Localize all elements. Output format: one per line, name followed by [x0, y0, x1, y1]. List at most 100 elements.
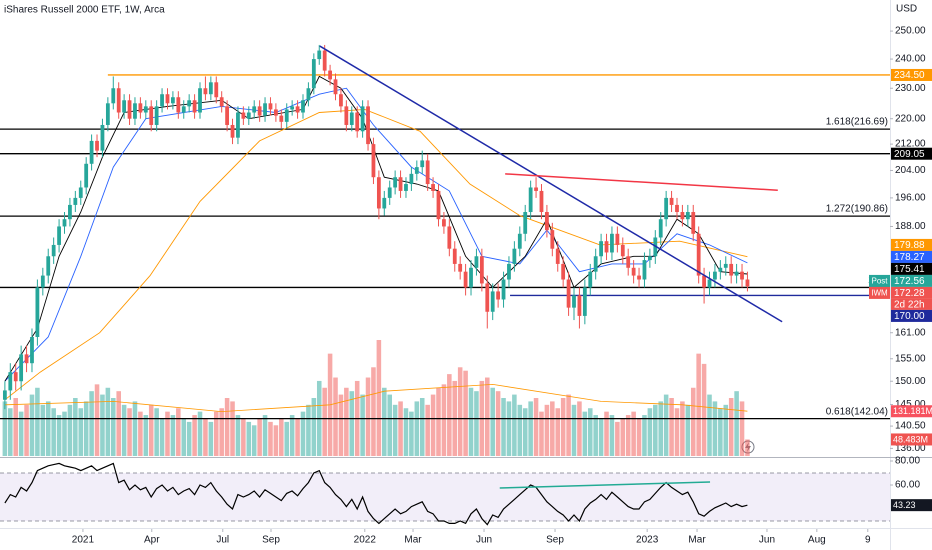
candle-body — [610, 233, 614, 253]
candle-body — [420, 160, 425, 168]
candle-body — [582, 287, 587, 316]
candle-body — [637, 275, 641, 280]
candle-body — [246, 112, 251, 119]
candle-body — [398, 177, 403, 191]
volume-bar — [582, 411, 588, 456]
candle-body — [452, 248, 457, 264]
tag-value: 172.56 — [894, 276, 925, 287]
candle-body — [339, 94, 343, 107]
candle-body — [252, 106, 257, 113]
volume-bar — [653, 404, 658, 456]
candle-body — [485, 283, 490, 312]
volume-bar — [289, 415, 295, 456]
candle-body — [273, 109, 278, 116]
volume-bar — [170, 415, 176, 456]
volume-bar — [138, 411, 143, 456]
volume-bar — [176, 408, 181, 456]
volume-bar — [723, 404, 729, 456]
level-label: 1.618(216.69) — [826, 117, 888, 128]
candle-body — [219, 97, 224, 107]
currency: USD — [896, 4, 917, 15]
candle-body — [46, 256, 51, 276]
price-tag: 234.50 — [891, 68, 932, 81]
candle-body — [84, 163, 89, 188]
trendline — [505, 173, 778, 191]
y-tick-label: 230.00 — [895, 83, 926, 94]
volume-bar — [587, 408, 593, 456]
volume-bar — [447, 374, 452, 456]
candle-body — [512, 248, 517, 264]
candle-body — [404, 184, 408, 191]
x-tick-label: Sep — [262, 535, 280, 546]
volume-bar — [669, 398, 674, 456]
candle-body — [165, 94, 170, 104]
volume-bar — [636, 418, 642, 456]
candle-body — [734, 271, 739, 276]
y-tick-label: 140.50 — [895, 421, 926, 432]
price-tag: 179.88 — [891, 238, 932, 251]
volume-bar — [268, 421, 273, 456]
candle-body — [713, 271, 717, 280]
volume-bar — [528, 401, 533, 456]
volume-bar — [105, 387, 111, 456]
price-tag: 172.28 IWM 2d 22h — [869, 286, 932, 311]
volume-bar — [718, 408, 723, 456]
candle-body — [707, 279, 712, 288]
candle-body — [268, 103, 273, 110]
y-tick-label: 220.00 — [895, 113, 926, 124]
moving-average — [4, 108, 748, 401]
volume-bar — [94, 384, 100, 456]
candle-body — [236, 112, 240, 138]
candle-body — [474, 256, 479, 268]
volume-bar — [360, 394, 365, 456]
candle-body — [68, 204, 72, 220]
candle-body — [154, 106, 159, 125]
candle-body — [490, 291, 495, 312]
volume-bar — [83, 401, 89, 456]
x-tick-label: 9 — [865, 535, 871, 546]
volume-bar — [425, 404, 430, 456]
candle-body — [284, 109, 289, 122]
candle-body — [105, 103, 110, 125]
countdown: 2d 22h — [894, 300, 925, 311]
volume-bar — [257, 418, 262, 456]
candle-body — [528, 187, 533, 213]
candle-body — [626, 256, 631, 268]
volume-bar — [284, 421, 290, 456]
tag-value: 234.50 — [894, 70, 925, 81]
candle-body — [545, 212, 549, 231]
volume-bar — [197, 411, 203, 456]
candle-body — [214, 82, 219, 98]
candle-body — [62, 219, 67, 227]
volume-bar — [495, 391, 501, 456]
volume-bar — [680, 401, 685, 456]
candle-body — [669, 197, 674, 205]
candle-body — [561, 263, 566, 280]
volume-bar — [8, 408, 13, 456]
candle-body — [30, 336, 34, 364]
x-tick-label: Aug — [808, 535, 826, 546]
volume-bar — [78, 408, 84, 456]
candle-body — [517, 233, 522, 249]
volume-bar — [533, 398, 539, 456]
x-tick-label: Jul — [216, 535, 229, 546]
candle-body — [479, 256, 484, 284]
y-tick-label: 250.00 — [895, 26, 926, 37]
candle-body — [122, 100, 127, 113]
volume-bar — [419, 398, 425, 456]
volume-bar — [279, 418, 284, 456]
candle-body — [436, 190, 441, 220]
volume-bar — [598, 418, 604, 456]
candle-body — [355, 112, 360, 132]
volume-bar — [517, 404, 523, 456]
volume-bar — [273, 425, 279, 456]
candle-body — [414, 167, 419, 174]
volume-bar — [441, 384, 447, 456]
candle-body — [138, 103, 143, 113]
y-tick-label: 212.00 — [895, 139, 926, 150]
volume-bar — [376, 340, 382, 456]
candle-body — [501, 279, 506, 300]
candle-body — [680, 212, 685, 220]
candle-body — [539, 190, 544, 213]
